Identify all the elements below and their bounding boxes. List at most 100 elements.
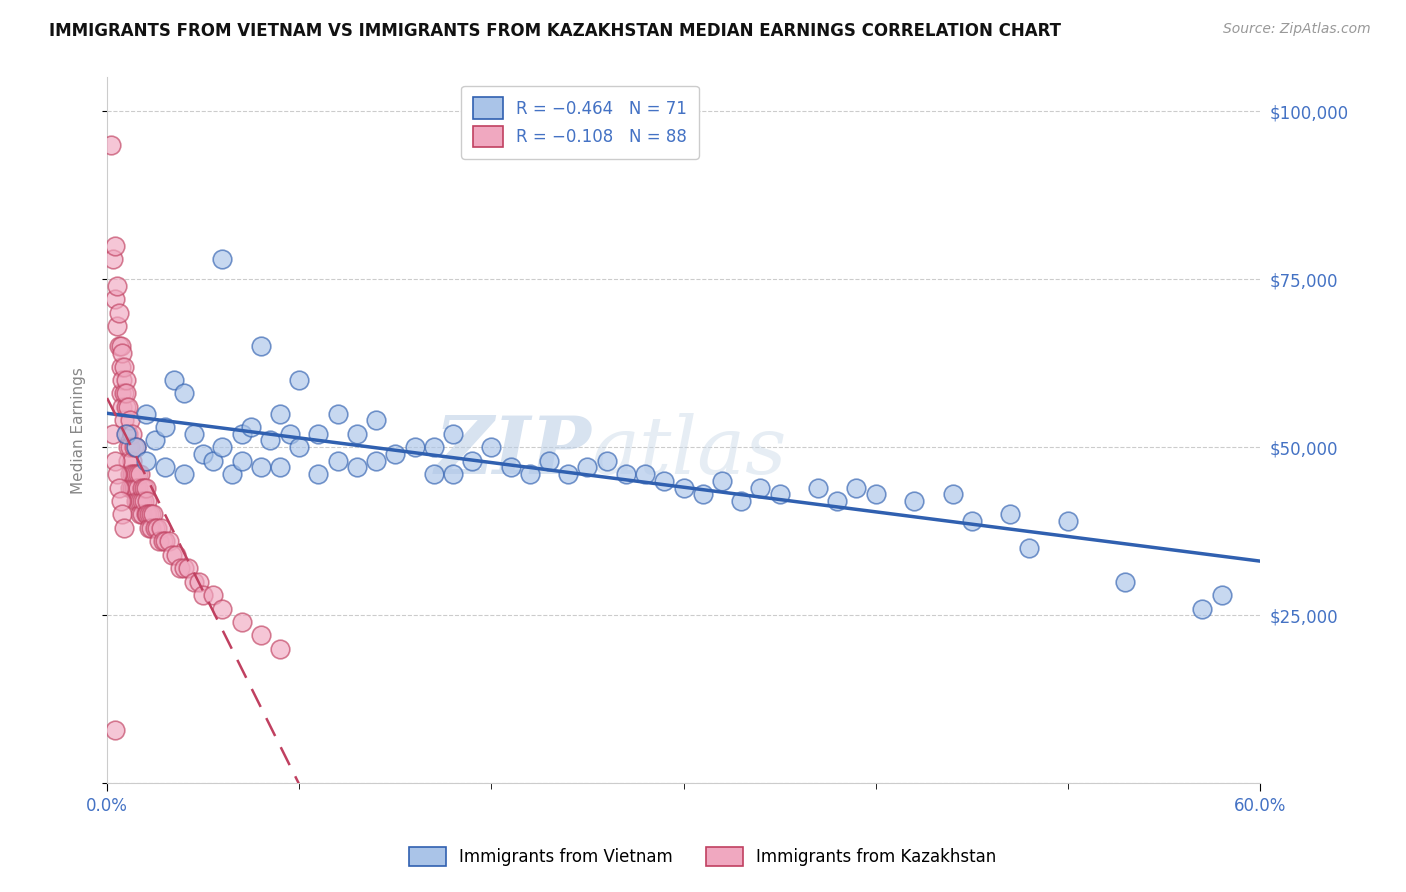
Point	[865, 487, 887, 501]
Point	[127, 494, 149, 508]
Point	[105, 319, 128, 334]
Point	[117, 426, 139, 441]
Point	[288, 440, 311, 454]
Point	[249, 628, 271, 642]
Point	[1114, 574, 1136, 589]
Point	[249, 460, 271, 475]
Point	[960, 514, 983, 528]
Point	[652, 474, 675, 488]
Point	[557, 467, 579, 482]
Point	[201, 588, 224, 602]
Point	[121, 481, 143, 495]
Point	[131, 508, 153, 522]
Point	[121, 453, 143, 467]
Point	[117, 453, 139, 467]
Point	[576, 460, 599, 475]
Point	[422, 467, 444, 482]
Point	[148, 534, 170, 549]
Point	[131, 481, 153, 495]
Point	[441, 426, 464, 441]
Text: Source: ZipAtlas.com: Source: ZipAtlas.com	[1223, 22, 1371, 37]
Point	[845, 481, 868, 495]
Point	[231, 615, 253, 629]
Point	[105, 278, 128, 293]
Point	[125, 494, 148, 508]
Point	[153, 460, 176, 475]
Point	[134, 407, 156, 421]
Point	[134, 453, 156, 467]
Point	[105, 467, 128, 482]
Point	[269, 460, 291, 475]
Point	[211, 601, 233, 615]
Point	[162, 548, 184, 562]
Point	[188, 574, 211, 589]
Point	[307, 467, 329, 482]
Point	[127, 467, 149, 482]
Point	[326, 453, 349, 467]
Point	[173, 561, 195, 575]
Point	[730, 494, 752, 508]
Text: ZIP: ZIP	[434, 413, 592, 491]
Point	[101, 252, 124, 266]
Point	[537, 453, 560, 467]
Point	[807, 481, 830, 495]
Point	[107, 306, 129, 320]
Point	[1018, 541, 1040, 555]
Point	[104, 238, 127, 252]
Point	[125, 440, 148, 454]
Point	[120, 467, 142, 482]
Point	[128, 494, 150, 508]
Point	[142, 508, 165, 522]
Point	[111, 508, 134, 522]
Point	[364, 453, 387, 467]
Point	[903, 494, 925, 508]
Point	[110, 339, 132, 353]
Point	[127, 481, 149, 495]
Point	[111, 373, 134, 387]
Point	[138, 508, 160, 522]
Point	[152, 534, 174, 549]
Point	[768, 487, 790, 501]
Point	[117, 440, 139, 454]
Point	[134, 481, 156, 495]
Point	[519, 467, 541, 482]
Point	[100, 137, 122, 152]
Point	[110, 386, 132, 401]
Point	[201, 453, 224, 467]
Point	[104, 723, 127, 737]
Point	[595, 453, 617, 467]
Point	[115, 400, 138, 414]
Point	[614, 467, 637, 482]
Point	[191, 447, 214, 461]
Point	[479, 440, 502, 454]
Point	[269, 641, 291, 656]
Point	[288, 373, 311, 387]
Legend: R = −0.464   N = 71, R = −0.108   N = 88: R = −0.464 N = 71, R = −0.108 N = 88	[461, 86, 699, 159]
Point	[120, 481, 142, 495]
Text: IMMIGRANTS FROM VIETNAM VS IMMIGRANTS FROM KAZAKHSTAN MEDIAN EARNINGS CORRELATIO: IMMIGRANTS FROM VIETNAM VS IMMIGRANTS FR…	[49, 22, 1062, 40]
Point	[111, 346, 134, 360]
Point	[110, 494, 132, 508]
Point	[249, 339, 271, 353]
Point	[138, 521, 160, 535]
Point	[107, 481, 129, 495]
Point	[128, 467, 150, 482]
Point	[141, 521, 163, 535]
Point	[112, 521, 135, 535]
Point	[634, 467, 657, 482]
Point	[157, 534, 180, 549]
Point	[825, 494, 848, 508]
Point	[346, 460, 368, 475]
Point	[404, 440, 426, 454]
Point	[326, 407, 349, 421]
Point	[173, 467, 195, 482]
Point	[211, 252, 233, 266]
Point	[146, 521, 169, 535]
Text: atlas: atlas	[592, 413, 787, 491]
Point	[122, 440, 145, 454]
Point	[128, 508, 150, 522]
Point	[749, 481, 772, 495]
Point	[278, 426, 301, 441]
Point	[231, 453, 253, 467]
Y-axis label: Median Earnings: Median Earnings	[72, 367, 86, 494]
